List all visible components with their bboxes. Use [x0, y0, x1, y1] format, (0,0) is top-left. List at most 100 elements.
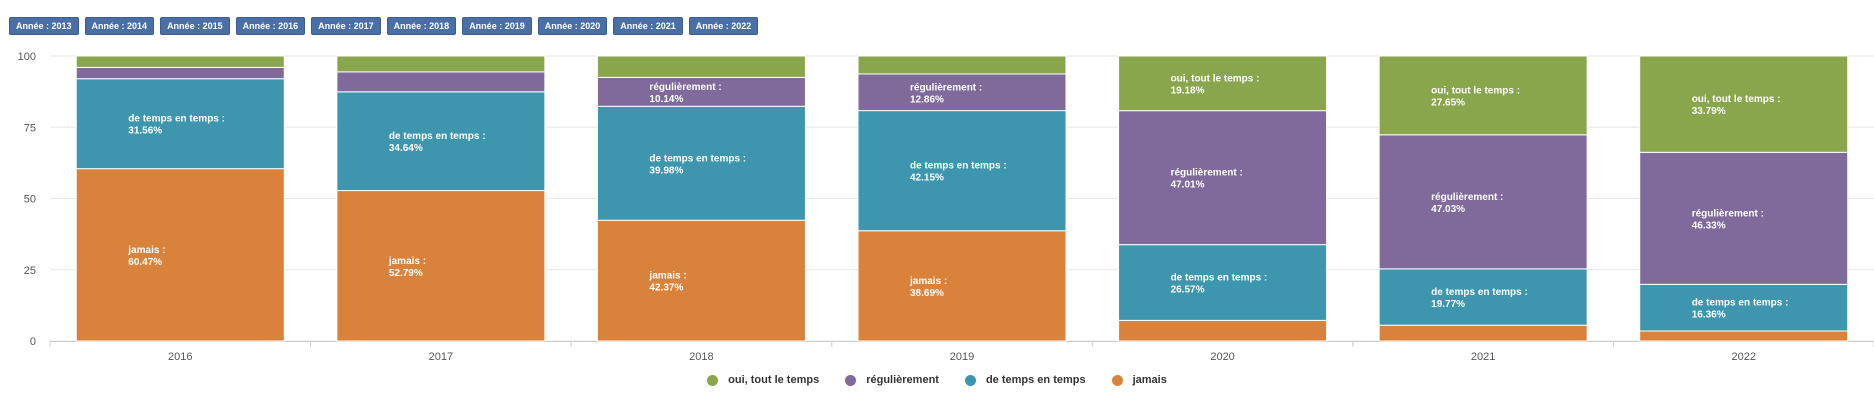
data-label-value: 33.79%	[1692, 106, 1726, 117]
tab-year-2019[interactable]: Année : 2019	[462, 17, 532, 35]
data-label-value: 47.03%	[1431, 204, 1465, 215]
tab-year-2018[interactable]: Année : 2018	[386, 17, 457, 35]
bar-segment	[1378, 268, 1588, 326]
data-label: régulièrement :	[1692, 208, 1764, 219]
bar-segment	[596, 76, 806, 107]
bar-segment	[1118, 244, 1328, 321]
bar-segment	[596, 55, 806, 78]
tab-year-2021[interactable]: Année : 2021	[613, 17, 683, 35]
data-label-value: 19.77%	[1431, 299, 1465, 310]
data-label: régulièrement :	[910, 82, 982, 93]
tab-year-2016[interactable]: Année : 2016	[235, 17, 306, 35]
legend-marker-icon	[964, 374, 976, 386]
bar-segment	[857, 55, 1067, 75]
bar-segment	[596, 105, 806, 221]
legend-label: régulièrement	[866, 374, 939, 386]
legend-item-jamais[interactable]: jamais	[1111, 374, 1167, 386]
tab-year-2015[interactable]: Année : 2015	[160, 17, 230, 35]
legend-item-de-temps-en-temps[interactable]: de temps en temps	[964, 374, 1086, 386]
data-label: oui, tout le temps :	[1692, 94, 1781, 105]
bar-segment	[1639, 283, 1849, 332]
data-label: de temps en temps :	[1692, 298, 1789, 309]
bar-segment	[336, 55, 546, 73]
legend-label: oui, tout le temps	[728, 374, 820, 386]
data-label: de temps en temps :	[1431, 287, 1528, 298]
data-label-value: 26.57%	[1171, 285, 1205, 296]
chart-legend: oui, tout le temps régulièrement de temp…	[0, 374, 1874, 386]
data-label: de temps en temps :	[1171, 273, 1268, 284]
legend-marker-icon	[1111, 374, 1123, 386]
data-label-value: 16.36%	[1692, 310, 1726, 321]
bar-segment	[1118, 110, 1328, 246]
legend-label: jamais	[1132, 374, 1167, 386]
x-tick-label: 2017	[429, 351, 453, 363]
data-label-value: 12.86%	[910, 94, 944, 105]
bar-segment	[336, 190, 546, 342]
x-tick-label: 2022	[1731, 351, 1755, 363]
y-tick-label: 50	[24, 194, 36, 206]
bar-segment	[1639, 151, 1849, 285]
data-label-value: 39.98%	[649, 165, 683, 176]
bar-segment	[1378, 324, 1588, 342]
data-label-value: 10.14%	[649, 94, 683, 105]
bar-segment	[1118, 55, 1328, 112]
data-label: régulièrement :	[649, 82, 721, 93]
data-label: oui, tout le temps :	[1171, 73, 1260, 84]
legend-marker-icon	[707, 374, 719, 386]
bar-segment	[336, 91, 546, 192]
bar-segment	[1118, 319, 1328, 342]
tab-year-2017[interactable]: Année : 2017	[311, 17, 381, 35]
bar-segment	[1639, 330, 1849, 342]
x-tick-label: 2016	[168, 351, 192, 363]
bar-segment	[857, 230, 1067, 342]
data-label: de temps en temps :	[649, 153, 746, 164]
legend-item-regulierement[interactable]: régulièrement	[845, 374, 939, 386]
legend-label: de temps en temps	[985, 374, 1086, 386]
tab-year-2022[interactable]: Année : 2022	[688, 17, 759, 35]
data-label-value: 46.33%	[1692, 220, 1726, 231]
stacked-bar-chart: 0 25 50 75 100 2016 2017 2018 2019 2020 2021 2022 ja…	[18, 51, 1874, 363]
bar-segment	[75, 55, 285, 68]
y-tick-label: 75	[24, 122, 36, 134]
bar-segment	[75, 66, 285, 80]
data-label: régulièrement :	[1171, 168, 1243, 179]
data-label-value: 60.47%	[128, 257, 162, 268]
data-label-value: 31.56%	[128, 126, 162, 137]
legend-marker-icon	[845, 374, 857, 386]
bar-segment	[857, 73, 1067, 112]
data-label-value: 42.37%	[649, 283, 683, 294]
y-tick-label: 100	[18, 51, 36, 63]
data-label-value: 27.65%	[1431, 97, 1465, 108]
tab-year-2020[interactable]: Année : 2020	[537, 17, 608, 35]
bar-segment	[75, 78, 285, 170]
data-label: jamais :	[909, 276, 947, 287]
bar-segment	[1639, 55, 1849, 153]
data-label: de temps en temps :	[910, 161, 1007, 172]
data-label-value: 42.15%	[910, 173, 944, 184]
data-label-value: 34.64%	[389, 143, 423, 154]
bar-segment	[1378, 55, 1588, 136]
x-tick-label: 2019	[950, 351, 974, 363]
data-label: régulièrement :	[1431, 192, 1503, 203]
data-label-value: 19.18%	[1171, 85, 1205, 96]
data-label: de temps en temps :	[128, 114, 225, 125]
x-tick-label: 2018	[689, 351, 713, 363]
data-label: oui, tout le temps :	[1431, 85, 1520, 96]
x-tick-label: 2020	[1210, 351, 1234, 363]
data-label: de temps en temps :	[389, 131, 486, 142]
bar-segment	[75, 168, 285, 342]
bar-segment	[857, 110, 1067, 232]
y-tick-label: 25	[24, 265, 36, 277]
bar-segment	[596, 219, 806, 342]
data-label-value: 38.69%	[910, 288, 944, 299]
data-label: jamais :	[388, 256, 426, 267]
tab-year-2013[interactable]: Année : 2013	[9, 17, 79, 35]
data-label-value: 52.79%	[389, 268, 423, 279]
year-tabs: Année : 2013 Année : 2014 Année : 2015 A…	[9, 17, 759, 35]
x-tick-label: 2021	[1471, 351, 1495, 363]
data-label-value: 47.01%	[1171, 180, 1205, 191]
legend-item-oui-tout-le-temps[interactable]: oui, tout le temps	[707, 374, 819, 386]
tab-year-2014[interactable]: Année : 2014	[84, 17, 155, 35]
y-tick-label: 0	[30, 336, 36, 348]
data-label: jamais :	[127, 245, 165, 256]
